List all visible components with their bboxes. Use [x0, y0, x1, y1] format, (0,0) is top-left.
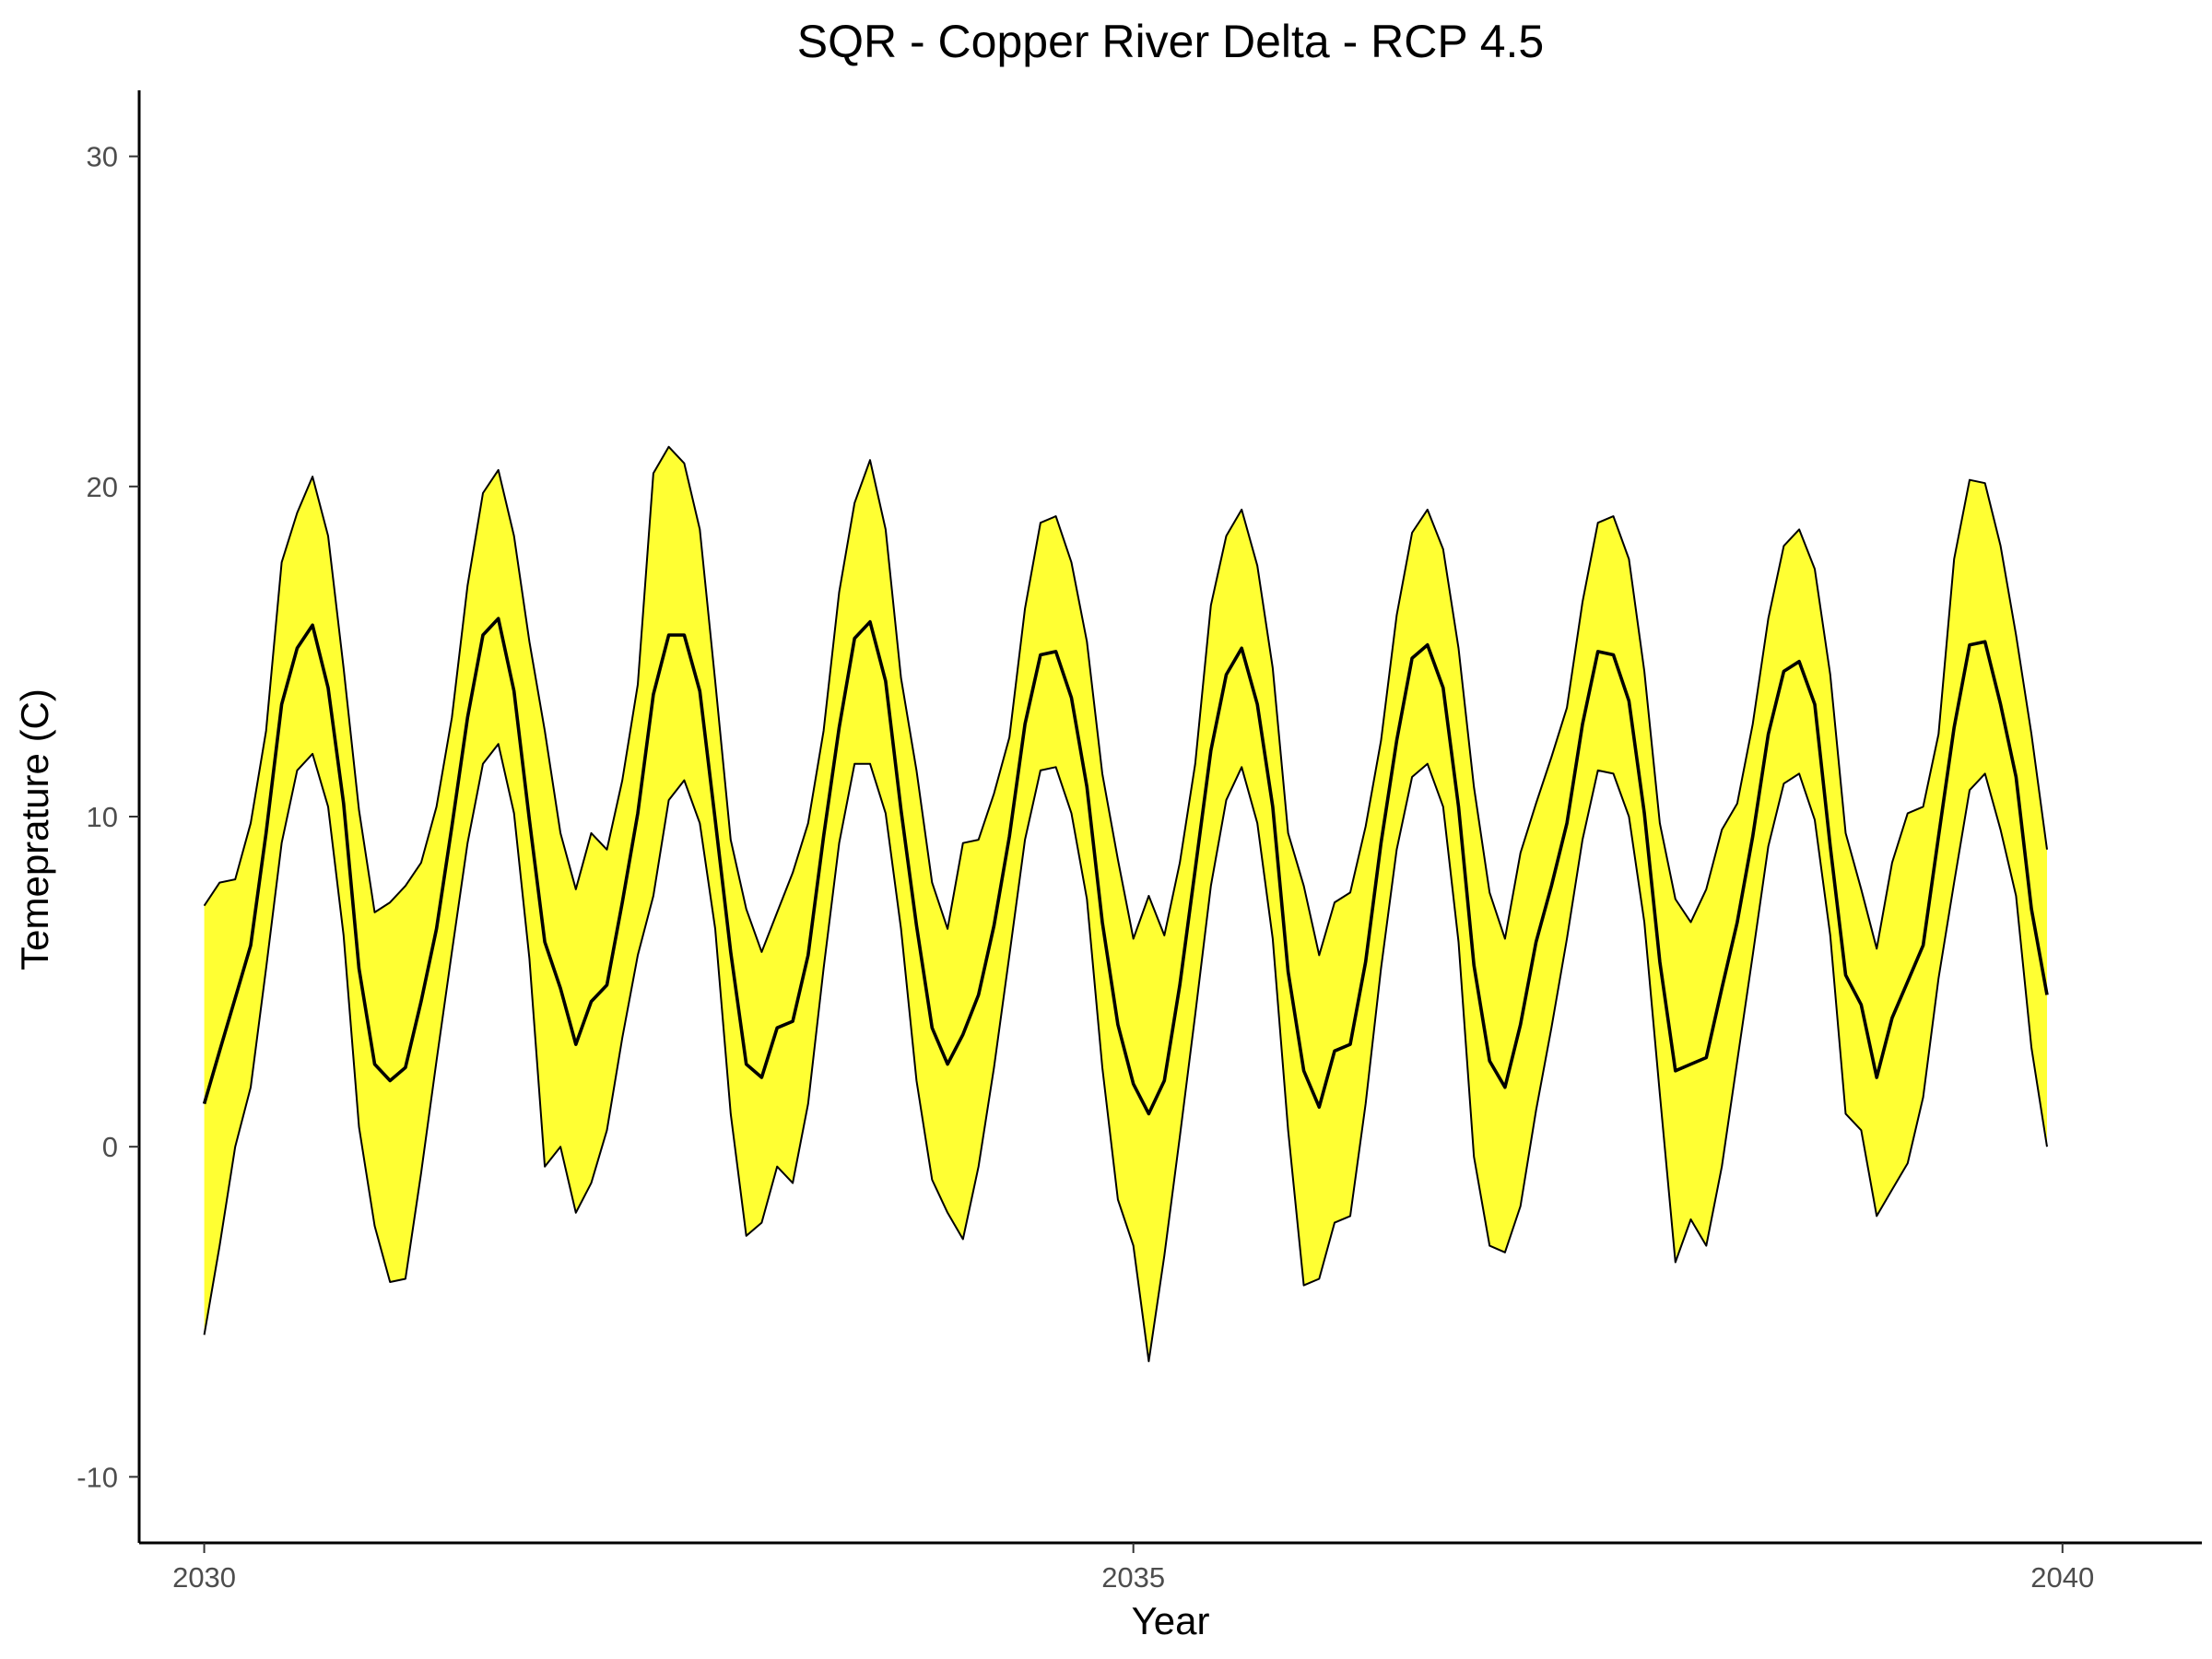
chart-title: SQR - Copper River Delta - RCP 4.5 [797, 16, 1544, 67]
y-tick-label: 0 [102, 1131, 118, 1163]
lower-bound-line [203, 743, 2048, 1362]
y-tick-label: 10 [87, 801, 118, 833]
y-tick-label: 20 [87, 471, 118, 503]
upper-bound-line [203, 445, 2048, 957]
x-axis-title: Year [1132, 1599, 1210, 1642]
x-axis-ticks: 2030 2035 2040 [172, 1543, 2094, 1594]
x-tick-label: 2035 [1101, 1561, 1165, 1594]
plot-area [202, 445, 2049, 1362]
mean-temperature-line [202, 617, 2049, 1116]
x-tick-label: 2030 [172, 1561, 236, 1594]
y-axis-ticks: -10 0 10 20 30 [76, 141, 139, 1493]
y-axis-title: Temeprature (C) [13, 688, 56, 971]
y-tick-label: 30 [87, 141, 118, 173]
confidence-ribbon [204, 446, 2048, 1361]
y-tick-label: -10 [76, 1461, 118, 1493]
x-tick-label: 2040 [2030, 1561, 2094, 1594]
